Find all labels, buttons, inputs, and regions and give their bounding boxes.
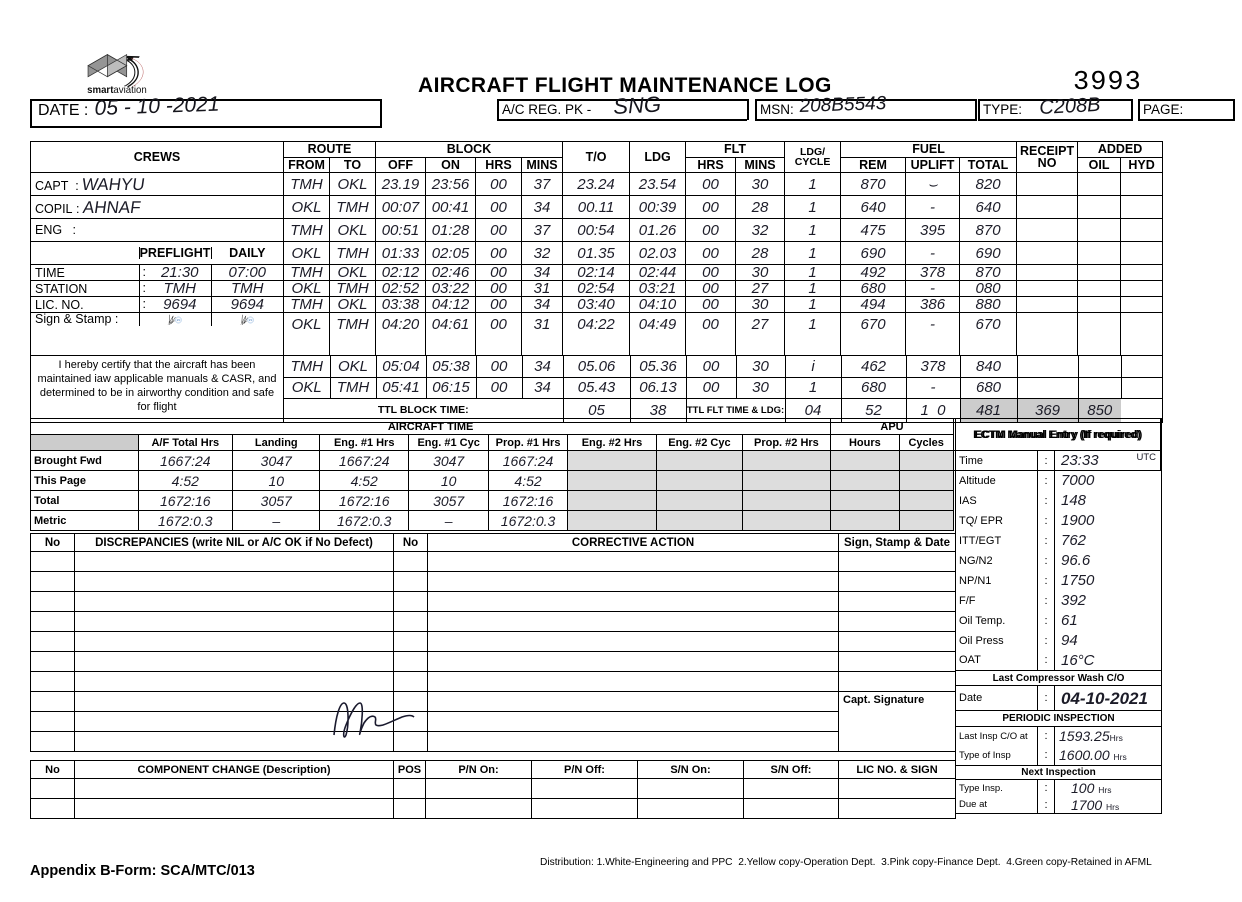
svg-text:21: 21 <box>249 318 252 322</box>
svg-text:smartaviation: smartaviation <box>87 85 147 96</box>
svg-text:21: 21 <box>176 318 179 322</box>
